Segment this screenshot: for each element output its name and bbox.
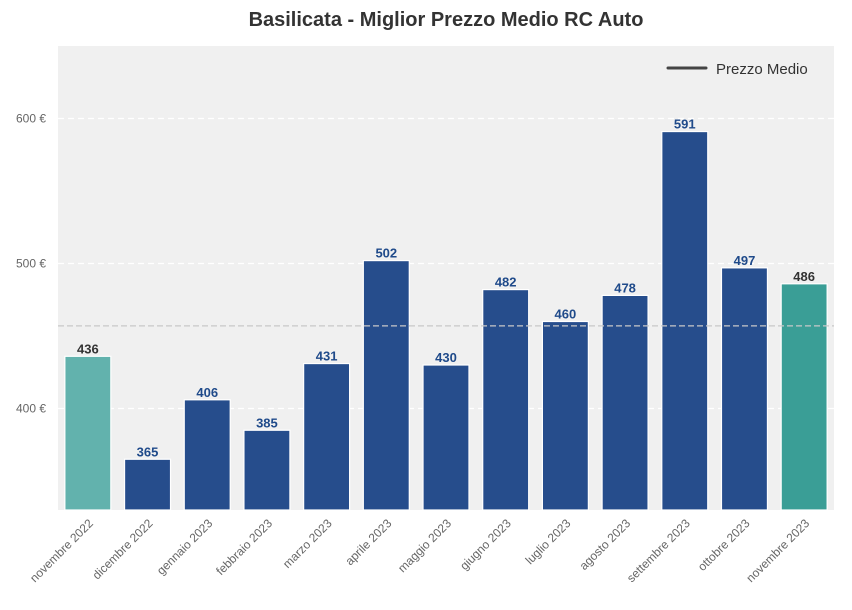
- bar-value-label: 436: [77, 341, 99, 356]
- x-tick-label: giugno 2023: [457, 516, 514, 573]
- y-tick-label: 400 €: [16, 402, 46, 416]
- bars: [64, 130, 828, 511]
- bar: [482, 289, 530, 511]
- bar-value-label: 460: [555, 307, 577, 322]
- bar-value-label: 406: [196, 385, 218, 400]
- bar: [243, 429, 291, 511]
- legend-entry-prezzo-medio: Prezzo Medio: [716, 61, 808, 78]
- bar-value-label: 502: [375, 246, 397, 261]
- bar: [362, 260, 410, 511]
- bar-value-label: 365: [137, 444, 159, 459]
- bar: [123, 458, 172, 511]
- bar-value-label: 591: [674, 117, 696, 132]
- bar: [661, 130, 709, 511]
- x-tick-label: novembre 2022: [27, 516, 96, 585]
- x-tick-label: settembre 2023: [624, 516, 693, 585]
- bar: [64, 355, 112, 511]
- bar-value-label: 482: [495, 275, 517, 290]
- chart-title: Basilicata - Miglior Prezzo Medio RC Aut…: [249, 9, 644, 31]
- bar: [303, 362, 351, 511]
- x-tick-label: dicembre 2022: [90, 516, 156, 582]
- x-tick-label: febbraio 2023: [213, 516, 275, 578]
- legend: Prezzo Medio: [666, 61, 808, 78]
- bar: [422, 364, 470, 511]
- x-tick-label: agosto 2023: [577, 516, 634, 573]
- bar: [780, 283, 828, 511]
- bar-value-label: 478: [614, 280, 636, 295]
- x-tick-label: luglio 2023: [523, 516, 574, 567]
- x-tick-label: gennaio 2023: [154, 516, 216, 578]
- bar-value-label: 431: [316, 349, 338, 364]
- bar: [183, 399, 231, 511]
- bar: [720, 267, 769, 511]
- bar-value-label: 385: [256, 415, 278, 430]
- bar: [601, 294, 649, 511]
- y-axis: 400 € 500 € 600 €: [16, 112, 46, 416]
- bar-value-label: 430: [435, 350, 457, 365]
- x-tick-label: ottobre 2023: [695, 516, 753, 574]
- y-tick-label: 600 €: [16, 112, 46, 126]
- bar-value-label: 486: [793, 269, 815, 284]
- x-tick-label: aprile 2023: [343, 516, 395, 568]
- y-tick-label: 500 €: [16, 257, 46, 271]
- value-labels: 436 365 406 385 431 502 430 482 460 478 591 497 486: [77, 117, 815, 460]
- bar-value-label: 497: [734, 253, 756, 268]
- x-tick-label: marzo 2023: [280, 516, 335, 571]
- x-tick-label: maggio 2023: [395, 516, 454, 575]
- bar: [541, 320, 589, 511]
- x-tick-label: novembre 2023: [743, 516, 812, 585]
